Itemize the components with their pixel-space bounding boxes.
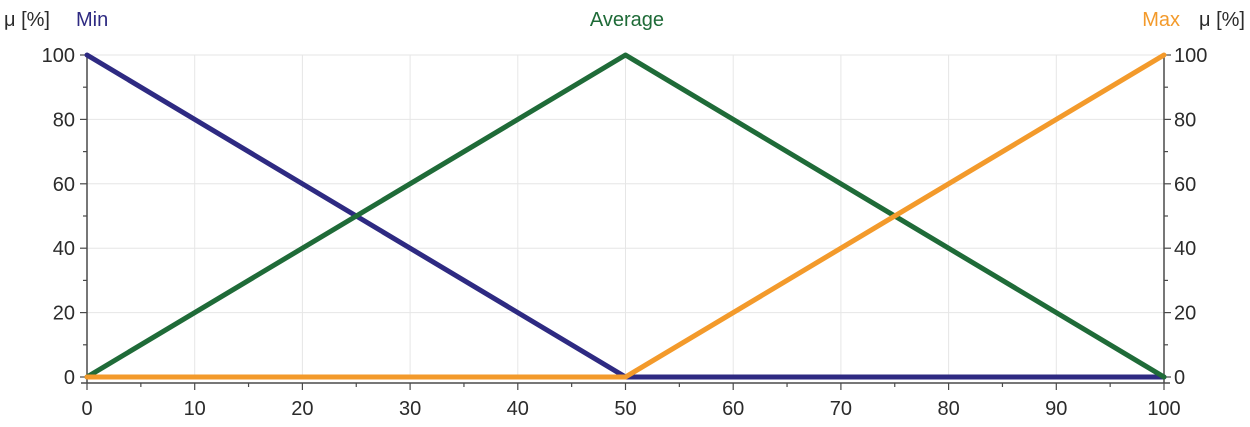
y-right-axis-label: μ [%] [1199,9,1245,31]
y-left-tick-label: 80 [53,109,75,131]
x-tick-label: 40 [507,398,529,420]
x-tick-label: 100 [1147,398,1180,420]
y-left-tick-label: 0 [64,367,75,389]
y-right-tick-label: 100 [1174,45,1207,67]
series-label-max: Max [1142,9,1180,31]
x-tick-label: 0 [81,398,92,420]
y-right-tick-label: 40 [1174,238,1196,260]
series-line-average [84,52,1167,380]
y-left-tick-label: 60 [53,174,75,196]
x-tick-label: 20 [291,398,313,420]
x-tick-label: 70 [830,398,852,420]
x-tick-label: 10 [184,398,206,420]
grid-layer [87,54,1164,377]
series-layer [84,52,1167,380]
x-tick-label: 50 [614,398,636,420]
y-left-tick-label: 40 [53,238,75,260]
y-right-tick-label: 60 [1174,174,1196,196]
x-tick-label: 80 [937,398,959,420]
x-tick-label: 60 [722,398,744,420]
x-tick-label: 30 [399,398,421,420]
y-right-tick-label: 80 [1174,109,1196,131]
y-right-tick-label: 0 [1174,367,1185,389]
y-left-axis-label: μ [%] [4,9,50,31]
series-label-min: Min [76,9,108,31]
series-label-average: Average [590,9,664,31]
series-line-max [84,52,1167,380]
y-left-tick-label: 100 [42,45,75,67]
x-tick-label: 90 [1045,398,1067,420]
y-left-tick-label: 20 [53,303,75,325]
label-layer: μ [%] μ [%] Min Average Max [4,9,1245,31]
y-right-tick-label: 20 [1174,303,1196,325]
